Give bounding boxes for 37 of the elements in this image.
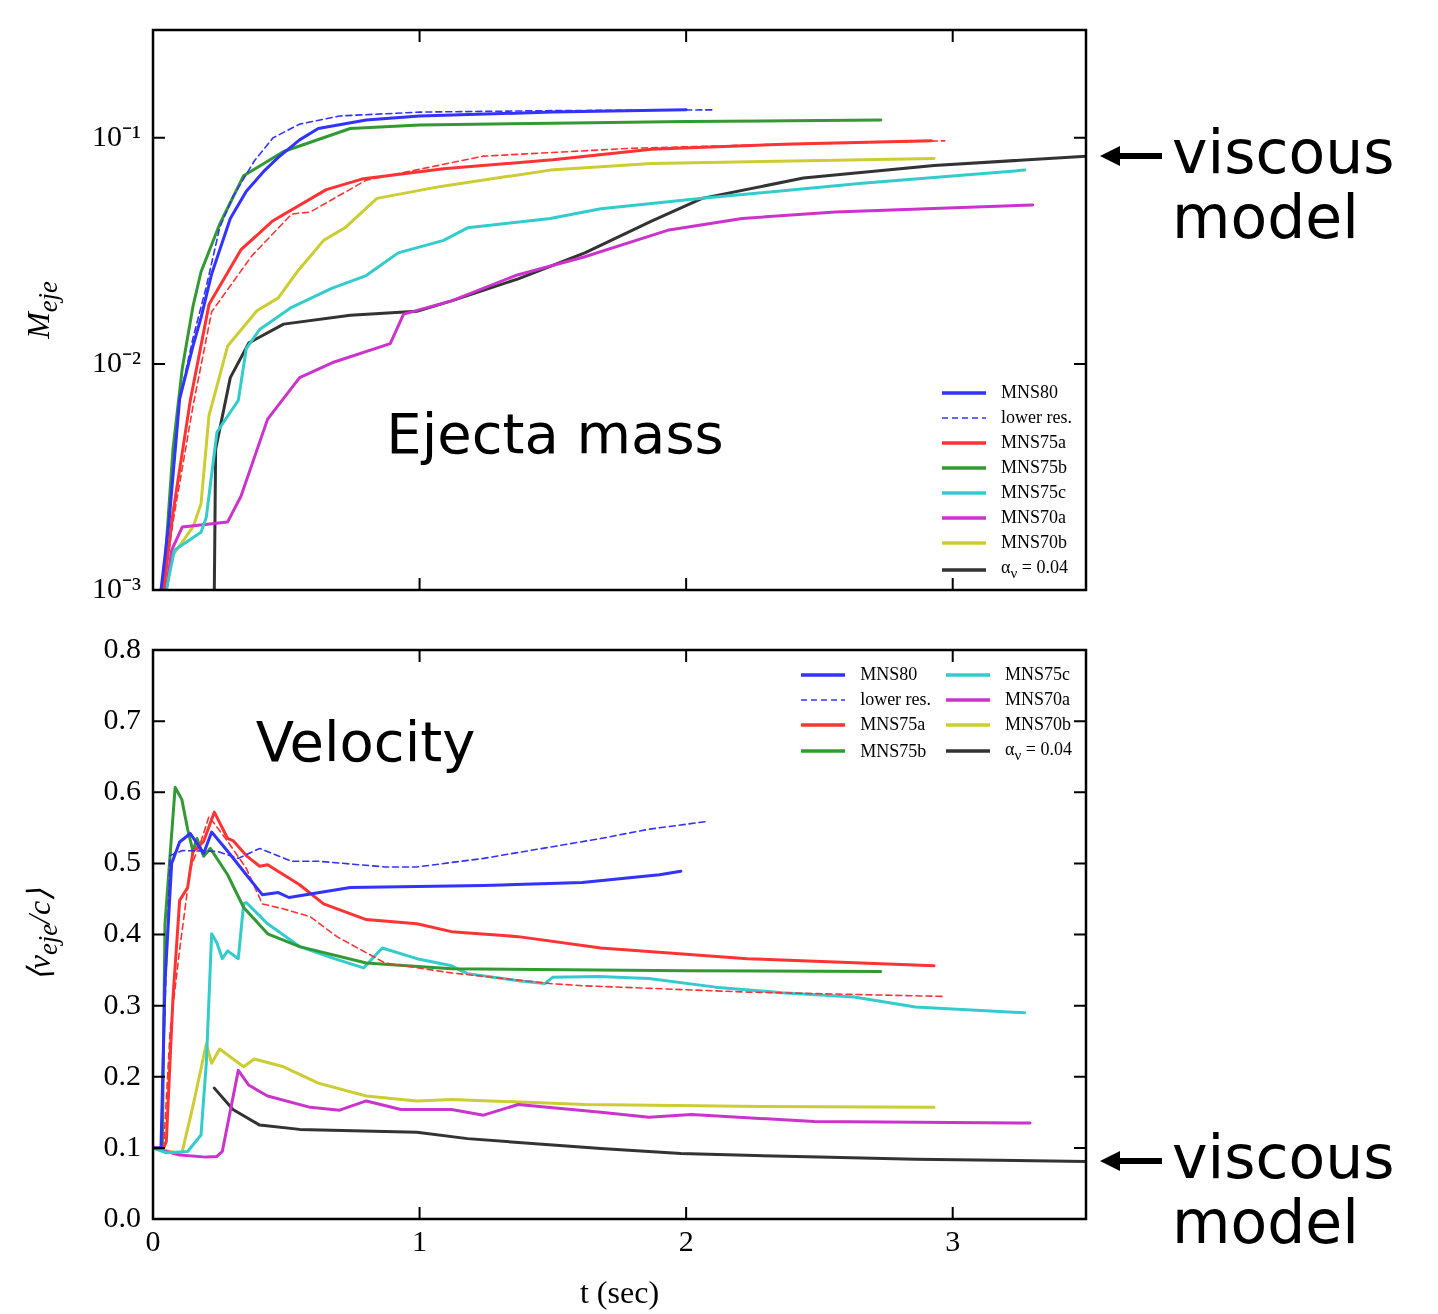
y-tick-label: 0.7 xyxy=(103,702,141,735)
legend-label: lower res. xyxy=(860,689,932,710)
annotation: viscous model xyxy=(1172,1122,1395,1258)
y-tick-label: 10⁻³ xyxy=(92,570,141,604)
legend-label: MNS75a xyxy=(1001,432,1067,454)
legend-label: MNS70a xyxy=(1005,689,1071,710)
annotation: Ejecta mass xyxy=(386,401,724,467)
x-tick-label: 1 xyxy=(412,1223,428,1257)
legend-label: α$_{ν}$ = 0.04 xyxy=(1001,557,1068,582)
y-tick-label: 0.4 xyxy=(103,915,141,949)
y-tick-label: 0.2 xyxy=(103,1057,141,1091)
y-tick-label: 0.6 xyxy=(103,773,141,807)
legend-label: MNS80 xyxy=(1001,382,1059,404)
annotation: viscous model xyxy=(1172,117,1395,252)
legend-label: MNS70a xyxy=(1001,507,1067,529)
legend-label: MNS75c xyxy=(1001,482,1067,504)
x-tick-label: 0 xyxy=(145,1223,161,1257)
x-tick-label: 2 xyxy=(678,1223,694,1257)
legend-label: α$_{ν}$ = 0.04 xyxy=(1005,739,1072,764)
y-tick-label: 10⁻² xyxy=(92,344,141,378)
legend-label: lower res. xyxy=(1001,407,1072,429)
legend-label: MNS80 xyxy=(860,664,918,685)
legend-label: MNS70b xyxy=(1001,532,1068,554)
y-tick-label: 0.1 xyxy=(103,1128,141,1162)
y-tick-label: 0.3 xyxy=(103,986,141,1020)
annotation: Velocity xyxy=(255,709,476,775)
x-axis-title: t (sec) xyxy=(579,1274,660,1311)
legend-label: MNS75c xyxy=(1005,664,1071,685)
legend-label: MNS70b xyxy=(1005,714,1072,735)
y-tick-label: 0.8 xyxy=(103,630,141,664)
legend-label: MNS75a xyxy=(860,714,926,735)
x-tick-label: 3 xyxy=(945,1223,961,1257)
y-tick-label: 0.0 xyxy=(103,1199,141,1233)
legend-label: MNS75b xyxy=(860,740,927,762)
y-tick-label: 10⁻¹ xyxy=(92,118,141,152)
legend-label: MNS75b xyxy=(1001,457,1068,479)
y-tick-label: 0.5 xyxy=(103,844,141,878)
